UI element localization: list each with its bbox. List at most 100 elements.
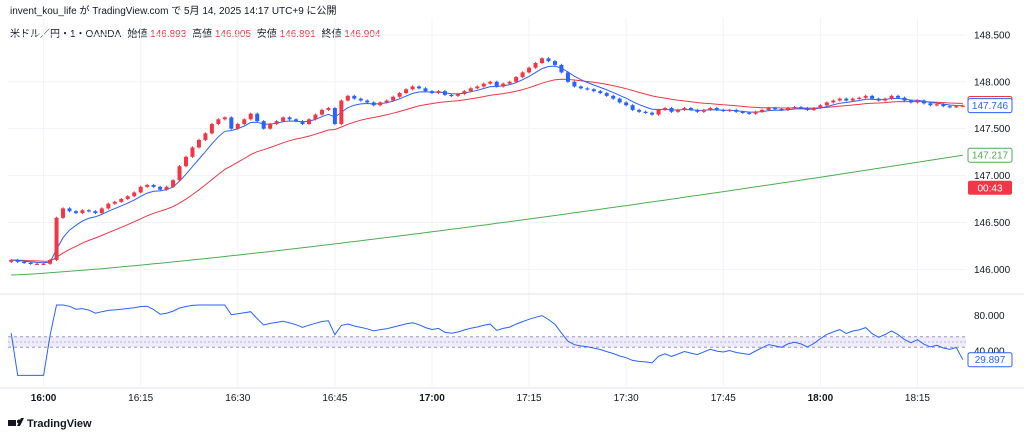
- price-pane[interactable]: [9, 57, 965, 276]
- candle[interactable]: [365, 99, 370, 104]
- candle[interactable]: [48, 258, 53, 265]
- candle[interactable]: [164, 185, 169, 191]
- candle[interactable]: [106, 202, 111, 210]
- candle[interactable]: [637, 108, 642, 113]
- candle[interactable]: [112, 200, 117, 205]
- candle[interactable]: [630, 104, 635, 112]
- candle[interactable]: [203, 132, 208, 142]
- candle[interactable]: [617, 97, 622, 104]
- candle[interactable]: [844, 97, 849, 102]
- candle[interactable]: [507, 80, 512, 85]
- candle[interactable]: [928, 102, 933, 107]
- candle[interactable]: [41, 262, 46, 265]
- candle[interactable]: [281, 116, 286, 123]
- candle[interactable]: [345, 94, 350, 102]
- candle[interactable]: [125, 195, 130, 201]
- candle[interactable]: [67, 207, 72, 213]
- candle[interactable]: [196, 138, 201, 149]
- candle[interactable]: [417, 85, 422, 90]
- candle[interactable]: [255, 112, 260, 123]
- candle[interactable]: [643, 110, 648, 114]
- candle[interactable]: [261, 120, 266, 130]
- candle[interactable]: [656, 108, 661, 116]
- candle[interactable]: [352, 94, 357, 100]
- candle[interactable]: [171, 179, 176, 188]
- candle[interactable]: [177, 165, 182, 182]
- candle[interactable]: [222, 116, 227, 121]
- candle[interactable]: [773, 106, 778, 111]
- candle[interactable]: [429, 90, 434, 95]
- candle[interactable]: [235, 122, 240, 130]
- candle[interactable]: [80, 209, 85, 215]
- candle[interactable]: [306, 118, 311, 126]
- candle[interactable]: [287, 116, 292, 121]
- candle[interactable]: [559, 63, 564, 74]
- candle[interactable]: [908, 99, 913, 104]
- candle[interactable]: [242, 118, 247, 126]
- candle[interactable]: [455, 92, 460, 97]
- candle[interactable]: [831, 99, 836, 104]
- candle[interactable]: [326, 106, 331, 112]
- candle[interactable]: [268, 122, 273, 130]
- candle[interactable]: [585, 87, 590, 91]
- candle[interactable]: [805, 106, 810, 112]
- candle[interactable]: [876, 97, 881, 102]
- candle[interactable]: [682, 106, 687, 112]
- candle[interactable]: [740, 110, 745, 114]
- candle[interactable]: [883, 97, 888, 102]
- candle[interactable]: [54, 216, 59, 262]
- candle[interactable]: [663, 106, 668, 112]
- candle[interactable]: [779, 107, 784, 112]
- candle[interactable]: [824, 101, 829, 107]
- candle[interactable]: [798, 105, 803, 110]
- candle[interactable]: [811, 106, 816, 112]
- candle[interactable]: [488, 80, 493, 85]
- candle[interactable]: [449, 93, 454, 97]
- candle[interactable]: [319, 108, 324, 116]
- candle[interactable]: [481, 82, 486, 88]
- time-axis[interactable]: 16:00 16:15 16:30 16:45 17:00 17:15 17:30 17:45…: [31, 393, 931, 404]
- candle[interactable]: [442, 90, 447, 97]
- candle[interactable]: [404, 88, 409, 95]
- candle[interactable]: [86, 209, 91, 213]
- candle[interactable]: [818, 104, 823, 110]
- candle[interactable]: [546, 57, 551, 63]
- candle[interactable]: [15, 258, 20, 263]
- candle[interactable]: [624, 101, 629, 107]
- candle[interactable]: [721, 108, 726, 112]
- candle[interactable]: [947, 105, 952, 109]
- candle[interactable]: [915, 99, 920, 104]
- candle[interactable]: [138, 185, 143, 194]
- candle[interactable]: [145, 183, 150, 188]
- candle[interactable]: [727, 108, 732, 112]
- candle[interactable]: [99, 207, 104, 215]
- candle[interactable]: [792, 105, 797, 110]
- candle[interactable]: [688, 106, 693, 112]
- candle[interactable]: [93, 210, 98, 215]
- candle[interactable]: [708, 106, 713, 112]
- candle[interactable]: [274, 120, 279, 126]
- candle[interactable]: [572, 80, 577, 88]
- candle[interactable]: [384, 99, 389, 104]
- candle[interactable]: [358, 97, 363, 102]
- candle[interactable]: [158, 185, 163, 191]
- candle[interactable]: [850, 97, 855, 102]
- candle[interactable]: [436, 90, 441, 95]
- candle[interactable]: [229, 116, 234, 130]
- candle[interactable]: [119, 197, 124, 203]
- candle[interactable]: [863, 94, 868, 99]
- candle[interactable]: [714, 106, 719, 112]
- candle[interactable]: [889, 94, 894, 100]
- candle[interactable]: [35, 262, 40, 265]
- candle[interactable]: [785, 106, 790, 112]
- candle[interactable]: [669, 106, 674, 113]
- candle[interactable]: [397, 91, 402, 98]
- candle[interactable]: [514, 75, 519, 83]
- candle[interactable]: [533, 61, 538, 69]
- candle[interactable]: [753, 110, 758, 115]
- candle[interactable]: [494, 80, 499, 88]
- candle[interactable]: [501, 82, 506, 88]
- candle[interactable]: [921, 99, 926, 105]
- candle[interactable]: [954, 105, 959, 109]
